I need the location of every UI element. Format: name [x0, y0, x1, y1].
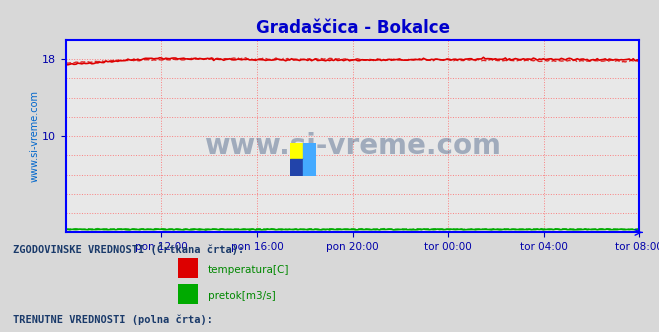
- Title: Gradaščica - Bokalce: Gradaščica - Bokalce: [256, 19, 449, 37]
- Bar: [303, 159, 316, 176]
- Text: temperatura[C]: temperatura[C]: [208, 266, 289, 276]
- Bar: [178, 284, 198, 304]
- Bar: [290, 159, 303, 176]
- Bar: [290, 143, 303, 159]
- Text: www.si-vreme.com: www.si-vreme.com: [204, 132, 501, 160]
- Text: pretok[m3/s]: pretok[m3/s]: [208, 291, 275, 301]
- Bar: [303, 143, 316, 159]
- Text: TRENUTNE VREDNOSTI (polna črta):: TRENUTNE VREDNOSTI (polna črta):: [13, 314, 213, 325]
- Y-axis label: www.si-vreme.com: www.si-vreme.com: [29, 90, 40, 182]
- Text: ZGODOVINSKE VREDNOSTI (Črtkana črta):: ZGODOVINSKE VREDNOSTI (Črtkana črta):: [13, 243, 244, 255]
- Bar: [178, 258, 198, 278]
